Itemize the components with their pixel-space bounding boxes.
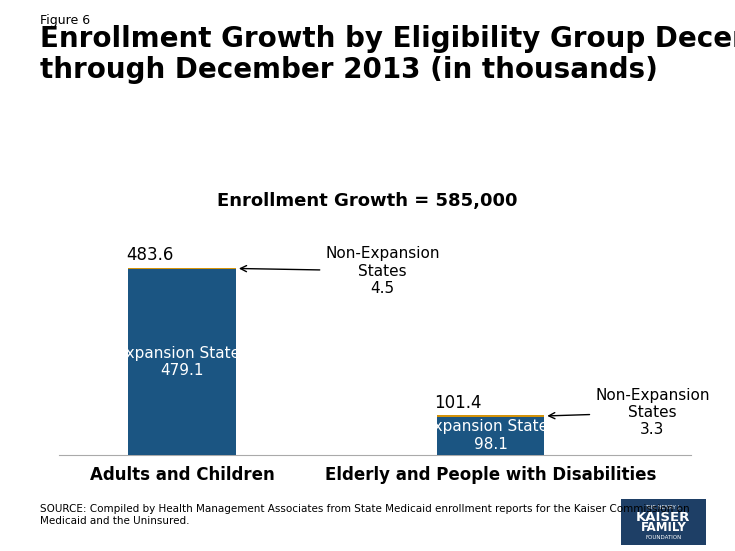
Text: Non-Expansion
States
4.5: Non-Expansion States 4.5: [240, 246, 440, 296]
Text: Enrollment Growth = 585,000: Enrollment Growth = 585,000: [218, 192, 517, 210]
Bar: [437, 415, 545, 417]
Text: Non-Expansion
States
3.3: Non-Expansion States 3.3: [549, 388, 709, 437]
Text: Expansion States
479.1: Expansion States 479.1: [116, 345, 248, 378]
Text: KAISER: KAISER: [637, 511, 690, 524]
Text: FAMILY: FAMILY: [640, 521, 686, 534]
Text: Enrollment Growth by Eligibility Group December 2012
through December 2013 (in t: Enrollment Growth by Eligibility Group D…: [40, 25, 735, 84]
Text: 101.4: 101.4: [434, 395, 482, 412]
Bar: [437, 417, 545, 455]
Text: Figure 6: Figure 6: [40, 14, 90, 27]
Bar: [128, 268, 236, 269]
Text: Expansion States
98.1: Expansion States 98.1: [424, 419, 556, 452]
Text: SOURCE: Compiled by Health Management Associates from State Medicaid enrollment : SOURCE: Compiled by Health Management As…: [40, 504, 690, 526]
Text: 483.6: 483.6: [126, 246, 173, 264]
Bar: [128, 269, 236, 455]
Text: THE HENRY J.: THE HENRY J.: [645, 505, 681, 510]
Text: FOUNDATION: FOUNDATION: [645, 535, 681, 540]
